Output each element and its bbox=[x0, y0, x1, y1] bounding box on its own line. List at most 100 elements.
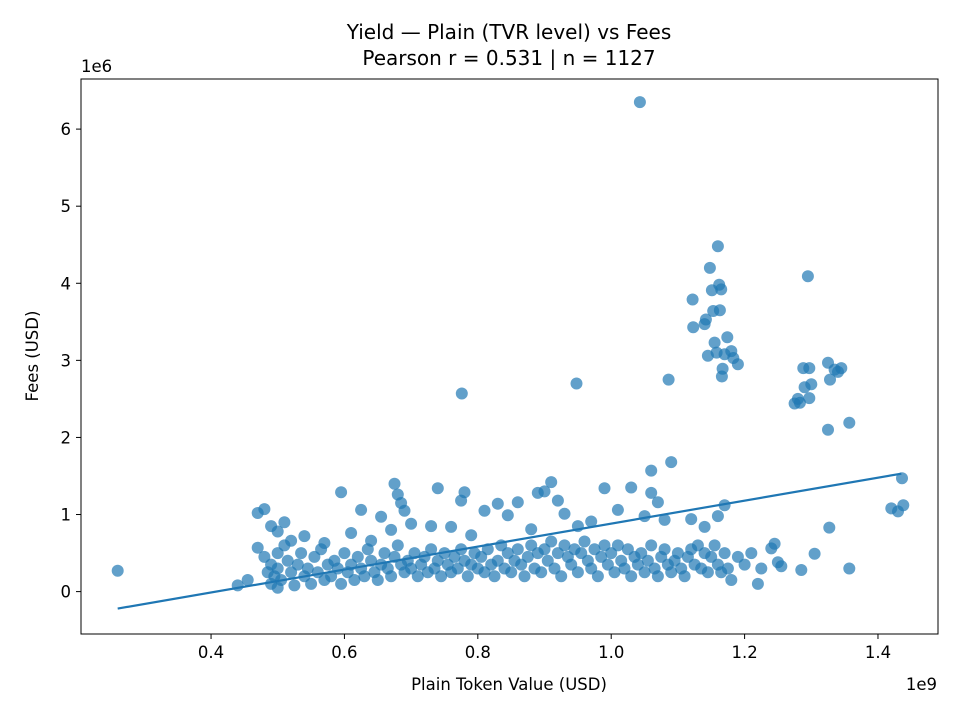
data-point bbox=[795, 564, 808, 576]
data-point bbox=[338, 547, 351, 560]
plot-frame bbox=[80, 78, 939, 635]
data-point bbox=[298, 530, 311, 543]
data-point bbox=[348, 574, 361, 586]
data-point bbox=[288, 579, 301, 592]
x-axis-offset-label: 1e9 bbox=[906, 675, 937, 694]
data-point bbox=[835, 362, 848, 375]
data-point bbox=[662, 373, 675, 386]
data-point bbox=[551, 494, 564, 507]
data-point bbox=[625, 570, 638, 583]
data-point bbox=[271, 525, 284, 538]
chart-title: Yield — Plain (TVR level) vs Fees bbox=[346, 20, 672, 44]
data-point bbox=[425, 543, 438, 556]
data-point bbox=[651, 496, 664, 509]
data-point bbox=[745, 547, 758, 560]
data-point bbox=[896, 472, 908, 485]
data-point bbox=[808, 547, 821, 560]
data-point bbox=[625, 481, 638, 494]
y-axis-label: Fees (USD) bbox=[23, 311, 42, 402]
data-point bbox=[478, 504, 491, 517]
data-point bbox=[701, 566, 714, 579]
data-point bbox=[301, 562, 314, 575]
y-tick-label: 3 bbox=[61, 351, 72, 370]
x-axis-ticks: 0.4 0.6 0.8 1.0 1.2 1.4 bbox=[198, 634, 891, 662]
data-point bbox=[365, 534, 378, 547]
data-point bbox=[658, 543, 671, 556]
data-point bbox=[455, 387, 468, 400]
data-point bbox=[645, 539, 658, 552]
data-point bbox=[645, 464, 658, 477]
data-point bbox=[687, 321, 700, 334]
data-point bbox=[385, 570, 398, 583]
y-tick-label: 6 bbox=[61, 120, 72, 139]
data-point bbox=[405, 517, 418, 530]
data-point bbox=[665, 566, 678, 579]
data-point bbox=[638, 566, 651, 579]
data-point bbox=[535, 566, 548, 579]
data-point bbox=[291, 558, 304, 571]
x-tick-label: 0.6 bbox=[331, 643, 357, 662]
data-point bbox=[897, 499, 910, 512]
data-point bbox=[843, 416, 856, 429]
data-point bbox=[570, 377, 583, 390]
data-point bbox=[371, 574, 384, 586]
data-point bbox=[665, 456, 678, 469]
data-point bbox=[721, 331, 734, 344]
data-point bbox=[713, 304, 726, 317]
data-point bbox=[425, 520, 438, 533]
x-axis-label: Plain Token Value (USD) bbox=[411, 675, 607, 694]
data-point bbox=[465, 529, 478, 542]
trend-line-group bbox=[117, 472, 902, 610]
data-point bbox=[803, 392, 816, 405]
data-point bbox=[358, 570, 371, 583]
data-point bbox=[716, 362, 729, 375]
data-point bbox=[431, 482, 444, 495]
y-tick-label: 1 bbox=[61, 506, 72, 525]
data-point bbox=[751, 577, 764, 590]
data-point bbox=[538, 485, 551, 498]
data-point bbox=[678, 570, 691, 583]
x-tick-label: 1.0 bbox=[598, 643, 624, 662]
data-point bbox=[518, 570, 531, 583]
data-point bbox=[721, 562, 734, 575]
data-point bbox=[445, 520, 458, 533]
data-point bbox=[345, 527, 358, 539]
data-point bbox=[241, 574, 254, 586]
data-point bbox=[803, 362, 816, 375]
data-point bbox=[578, 535, 591, 548]
data-point bbox=[251, 541, 264, 554]
data-point bbox=[633, 96, 646, 109]
y-tick-label: 5 bbox=[61, 197, 72, 216]
data-point bbox=[686, 293, 699, 306]
data-point bbox=[711, 240, 724, 253]
data-point bbox=[755, 562, 768, 575]
data-point bbox=[658, 513, 671, 526]
data-point bbox=[281, 554, 294, 567]
data-point bbox=[375, 510, 388, 523]
data-point bbox=[335, 486, 348, 499]
data-point bbox=[305, 577, 318, 590]
data-point bbox=[718, 499, 731, 512]
data-point bbox=[824, 373, 836, 386]
data-point bbox=[501, 509, 514, 522]
chart-subtitle: Pearson r = 0.531 | n = 1127 bbox=[362, 46, 655, 70]
data-point bbox=[775, 560, 788, 573]
data-point bbox=[645, 486, 658, 499]
data-point bbox=[385, 523, 398, 536]
data-point bbox=[435, 570, 448, 583]
data-point bbox=[718, 547, 731, 560]
data-point bbox=[521, 550, 534, 563]
y-axis-ticks: 0 1 2 3 4 5 6 bbox=[61, 120, 81, 602]
data-point bbox=[685, 513, 698, 526]
data-point bbox=[555, 570, 568, 583]
data-point bbox=[822, 423, 834, 436]
data-point bbox=[843, 562, 856, 575]
data-point bbox=[558, 507, 571, 520]
data-point bbox=[585, 515, 598, 528]
y-tick-label: 2 bbox=[61, 428, 72, 447]
data-point bbox=[611, 503, 624, 516]
data-point bbox=[505, 566, 518, 579]
data-point bbox=[768, 537, 781, 550]
